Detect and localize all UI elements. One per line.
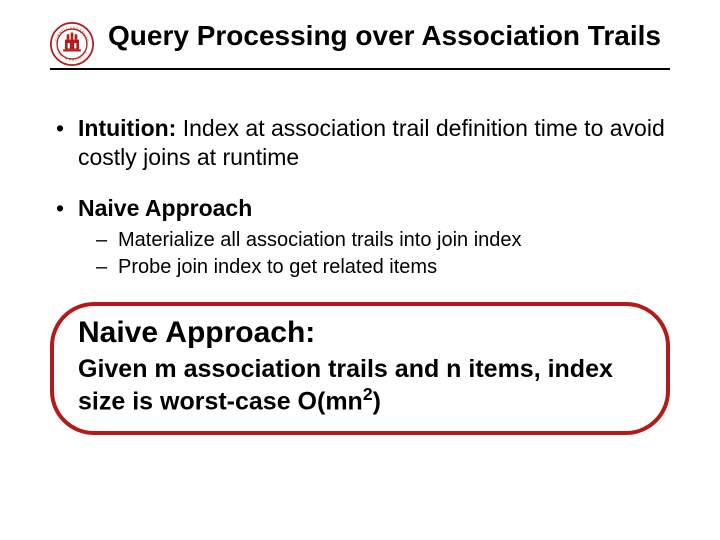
sub-bullet-list: Materialize all association trails into … (78, 228, 670, 280)
slide-body: Intuition: Index at association trail de… (50, 70, 670, 435)
callout-body-sup: 2 (363, 384, 373, 404)
slide: CORNELL UNIVERSITY FOUNDED A.D. 1865 Que… (0, 0, 720, 540)
bullet-item: Intuition: Index at association trail de… (50, 114, 670, 172)
cornell-seal-icon: CORNELL UNIVERSITY FOUNDED A.D. 1865 (50, 22, 94, 66)
bullet-item: Naive Approach Materialize all associati… (50, 194, 670, 281)
sub-bullet-item: Probe join index to get related items (96, 255, 670, 280)
svg-text:FOUNDED A.D. 1865: FOUNDED A.D. 1865 (56, 50, 88, 62)
bullet-bold-lead: Intuition: (78, 115, 176, 141)
callout-box: Naive Approach: Given m association trai… (50, 302, 670, 434)
header: CORNELL UNIVERSITY FOUNDED A.D. 1865 Que… (50, 20, 670, 66)
callout-body-suffix: ) (373, 388, 381, 416)
sub-bullet-item: Materialize all association trails into … (96, 228, 670, 253)
callout-body-prefix: Given m association trails and n items, … (78, 355, 613, 415)
slide-title: Query Processing over Association Trails (108, 20, 670, 52)
bullet-bold-lead: Naive Approach (78, 195, 252, 221)
callout-body: Given m association trails and n items, … (78, 354, 642, 416)
bullet-list: Intuition: Index at association trail de… (50, 114, 670, 280)
callout-title: Naive Approach: (78, 316, 642, 350)
